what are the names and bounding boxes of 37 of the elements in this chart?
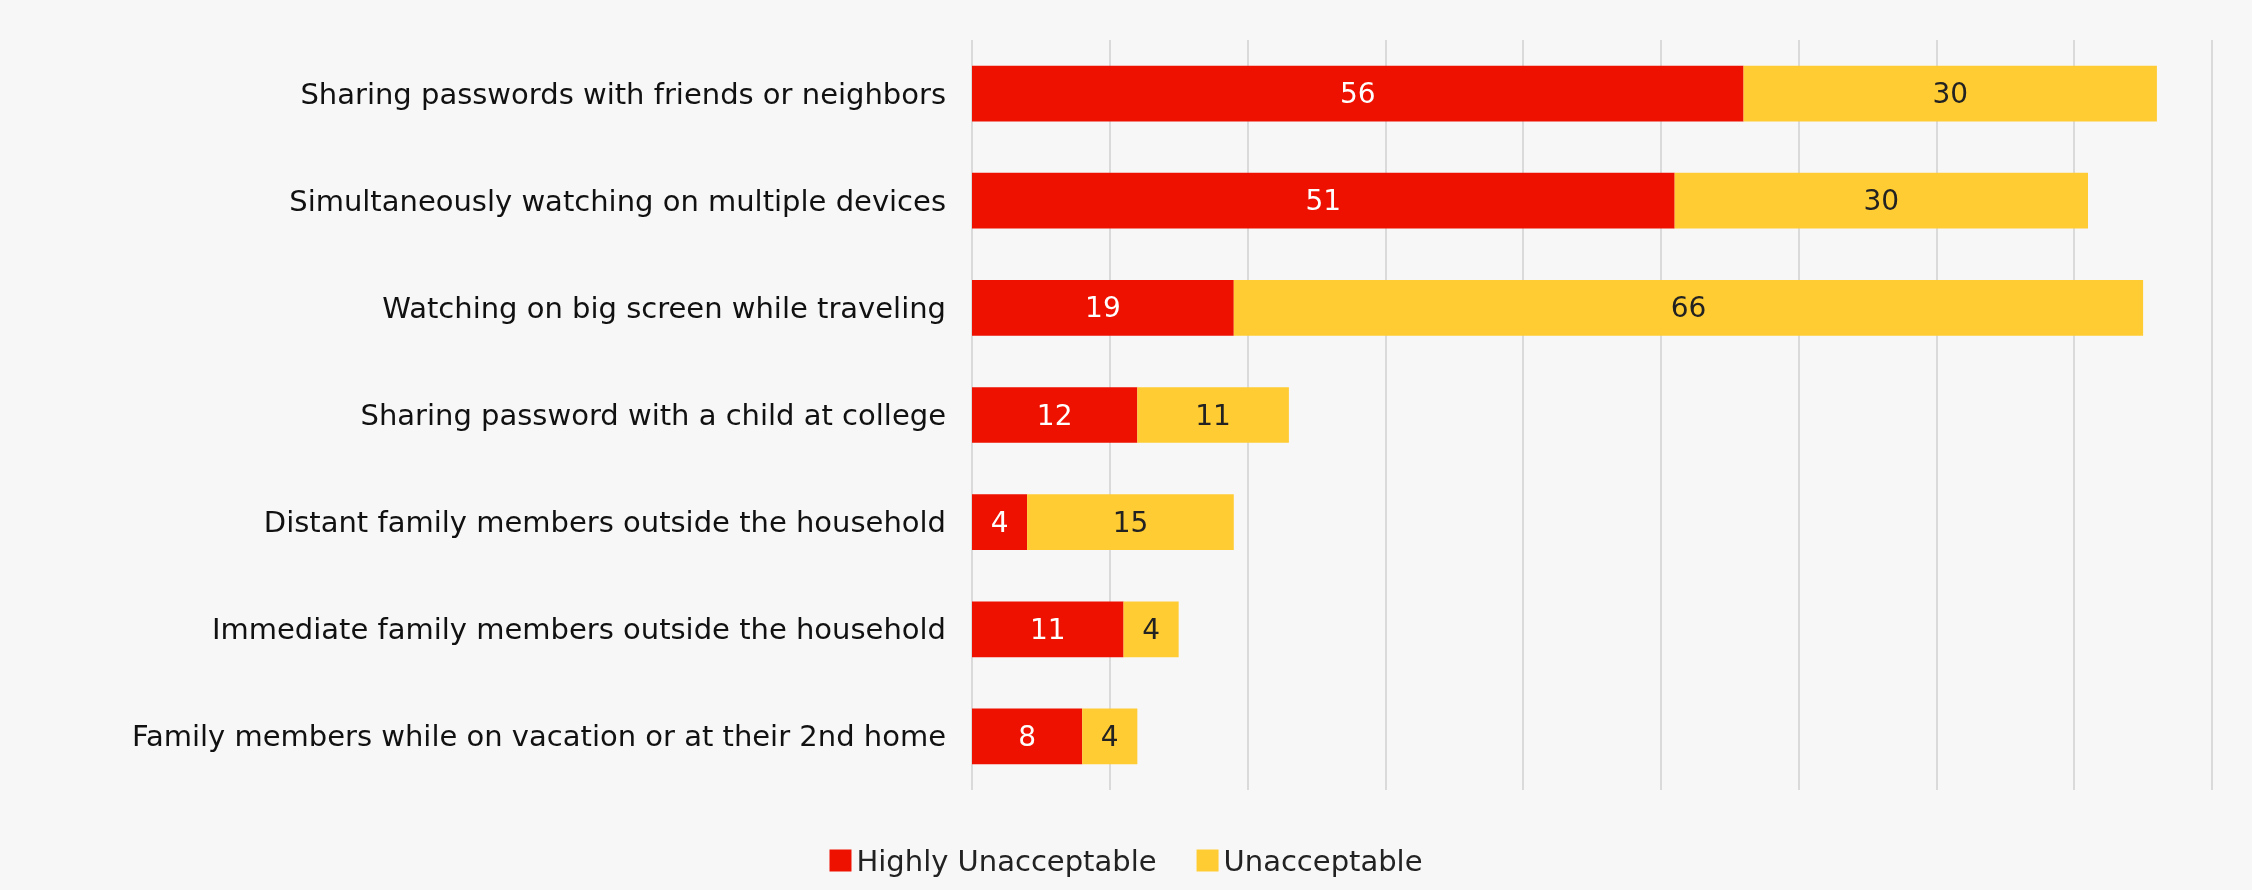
bar [972, 280, 1234, 336]
data-label: 11 [1029, 612, 1066, 646]
bar [1233, 280, 2144, 336]
legend-label: Unacceptable [1223, 843, 1423, 878]
data-label: 8 [1018, 719, 1037, 753]
bar [972, 494, 1028, 550]
bar [1137, 387, 1289, 443]
bar [972, 601, 1124, 658]
bar [1123, 601, 1179, 658]
data-label: 4 [990, 505, 1009, 539]
data-label: 4 [1100, 719, 1119, 753]
y-tick-label: Sharing password with a child at college [360, 398, 946, 432]
bar [972, 387, 1138, 443]
bar [972, 65, 1744, 122]
bar [1027, 494, 1234, 550]
data-label: 15 [1112, 505, 1149, 539]
bar [1082, 708, 1138, 765]
bar [1674, 172, 2088, 229]
data-label: 12 [1036, 398, 1073, 432]
legend-label: Highly Unacceptable [856, 843, 1157, 878]
data-label: 30 [1863, 184, 1900, 218]
bar [1743, 65, 2157, 122]
data-label: 11 [1195, 398, 1231, 432]
y-tick-label: Distant family members outside the household [263, 505, 946, 540]
bar [972, 708, 1083, 765]
data-label: 51 [1305, 184, 1342, 218]
data-label: 56 [1339, 77, 1376, 111]
y-tick-label: Sharing passwords with friends or neighbors [300, 76, 946, 111]
y-tick-label: Immediate family members outside the household [211, 612, 946, 647]
y-tick-label: Watching on big screen while traveling [382, 290, 946, 325]
data-label: 30 [1932, 77, 1969, 111]
data-label: 66 [1670, 291, 1707, 325]
y-tick-label: Family members while on vacation or at their 2nd home [131, 719, 946, 754]
data-label: 4 [1142, 612, 1161, 646]
data-label: 19 [1085, 291, 1121, 325]
y-tick-label: Simultaneously watching on multiple devices [289, 183, 946, 218]
bar [972, 172, 1675, 229]
